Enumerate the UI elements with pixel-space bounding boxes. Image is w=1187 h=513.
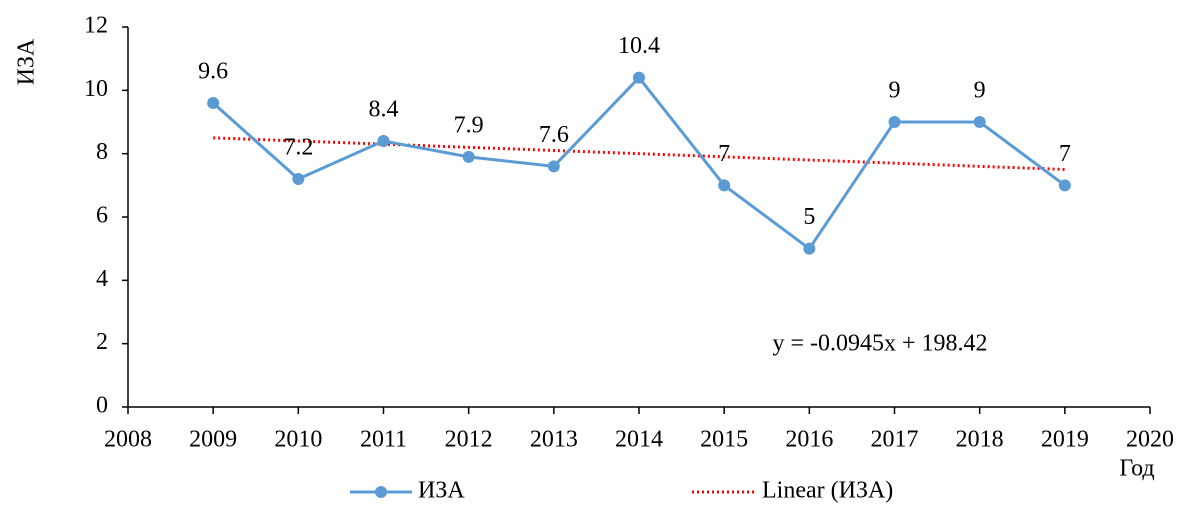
data-label: 7 xyxy=(1059,141,1071,167)
data-label: 9.6 xyxy=(198,59,228,85)
data-label: 7.6 xyxy=(539,122,569,148)
legend-marker xyxy=(375,486,387,498)
data-label: 7 xyxy=(718,141,730,167)
data-label: 8.4 xyxy=(369,97,399,123)
marker xyxy=(973,116,986,128)
x-tick-label: 2019 xyxy=(1041,427,1089,453)
data-label: 7.9 xyxy=(454,112,484,138)
y-axis-label: ИЗА xyxy=(14,38,40,85)
data-label: 9 xyxy=(974,78,986,104)
x-tick-label: 2014 xyxy=(615,427,663,453)
x-tick-label: 2016 xyxy=(785,427,833,453)
y-tick-label: 12 xyxy=(84,13,108,39)
y-tick-label: 2 xyxy=(96,329,108,355)
y-tick-label: 4 xyxy=(96,266,108,292)
x-tick-label: 2013 xyxy=(530,427,578,453)
x-tick-label: 2018 xyxy=(956,427,1004,453)
x-tick-label: 2017 xyxy=(871,427,919,453)
marker xyxy=(803,242,816,255)
x-tick-label: 2012 xyxy=(445,427,493,453)
equation: y = -0.0945x + 198.42 xyxy=(772,331,987,357)
legend-label: Linear (ИЗА) xyxy=(762,478,893,504)
marker xyxy=(888,116,901,128)
data-label: 10.4 xyxy=(618,33,660,59)
trendline xyxy=(213,136,1065,171)
x-tick-label: 2010 xyxy=(274,427,322,453)
y-tick-label: 10 xyxy=(84,76,108,102)
x-tick-label: 2011 xyxy=(360,427,407,453)
data-label: 9 xyxy=(889,78,901,104)
marker xyxy=(292,173,305,185)
legend-label: ИЗА xyxy=(418,478,465,504)
y-tick-label: 0 xyxy=(96,393,108,419)
data-label: 5 xyxy=(803,204,815,230)
x-tick-label: 2020 xyxy=(1126,427,1174,453)
x-axis-label: Год xyxy=(1119,456,1154,482)
x-tick-label: 2009 xyxy=(189,427,237,453)
marker xyxy=(462,150,475,163)
data-label: 7.2 xyxy=(283,135,313,161)
marker xyxy=(718,179,731,192)
marker xyxy=(547,160,560,173)
x-tick-label: 2008 xyxy=(104,427,152,453)
y-tick-label: 8 xyxy=(96,139,108,165)
x-tick-label: 2015 xyxy=(700,427,748,453)
marker xyxy=(207,97,220,109)
marker xyxy=(633,71,645,84)
marker xyxy=(1058,179,1071,192)
y-tick-label: 6 xyxy=(96,203,108,229)
marker xyxy=(377,135,390,147)
series-line xyxy=(212,75,1066,251)
